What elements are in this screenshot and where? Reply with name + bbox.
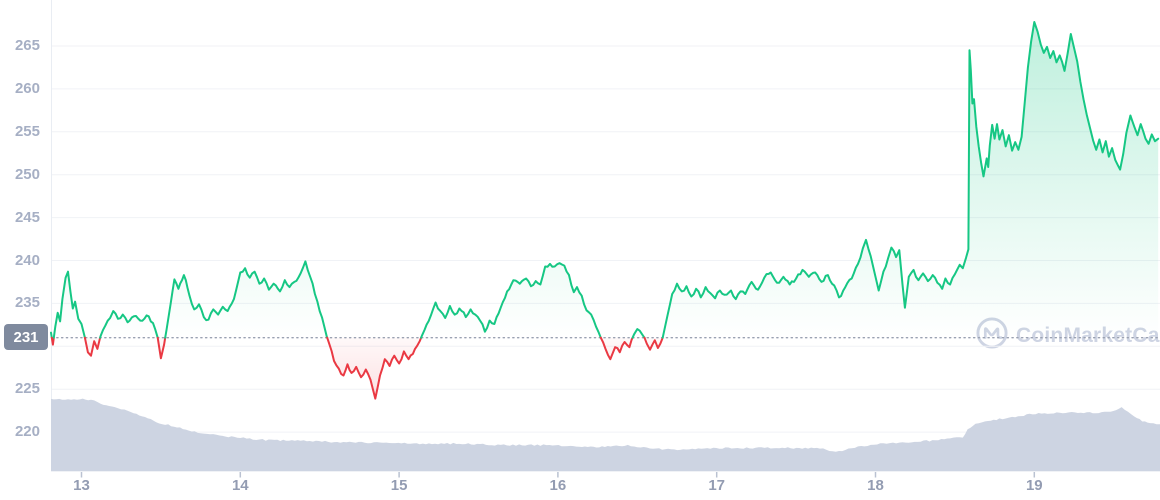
y-axis-tick-label: 240 bbox=[14, 251, 40, 269]
x-axis-tick-label: 18 bbox=[867, 477, 884, 494]
x-axis-tick-label: 17 bbox=[708, 477, 726, 494]
y-axis-tick-label: 235 bbox=[14, 294, 40, 312]
x-axis-tick-label: 19 bbox=[1025, 477, 1043, 494]
y-axis-tick-label: 245 bbox=[14, 208, 40, 226]
y-axis-tick-label: 260 bbox=[14, 79, 40, 97]
x-axis-tick-label: 14 bbox=[231, 477, 249, 494]
x-axis-tick-label: 15 bbox=[390, 477, 408, 494]
y-axis-tick-label: 220 bbox=[14, 423, 40, 441]
current-price-badge: 231 bbox=[4, 324, 48, 350]
x-axis-tick-label: 16 bbox=[549, 477, 567, 494]
x-axis-tick-label: 13 bbox=[73, 477, 90, 494]
y-axis-tick-label: 255 bbox=[14, 122, 40, 140]
y-axis-tick-label: 225 bbox=[14, 380, 40, 398]
y-axis-tick-label: 265 bbox=[14, 37, 40, 54]
y-axis-tick-label: 250 bbox=[14, 165, 40, 183]
